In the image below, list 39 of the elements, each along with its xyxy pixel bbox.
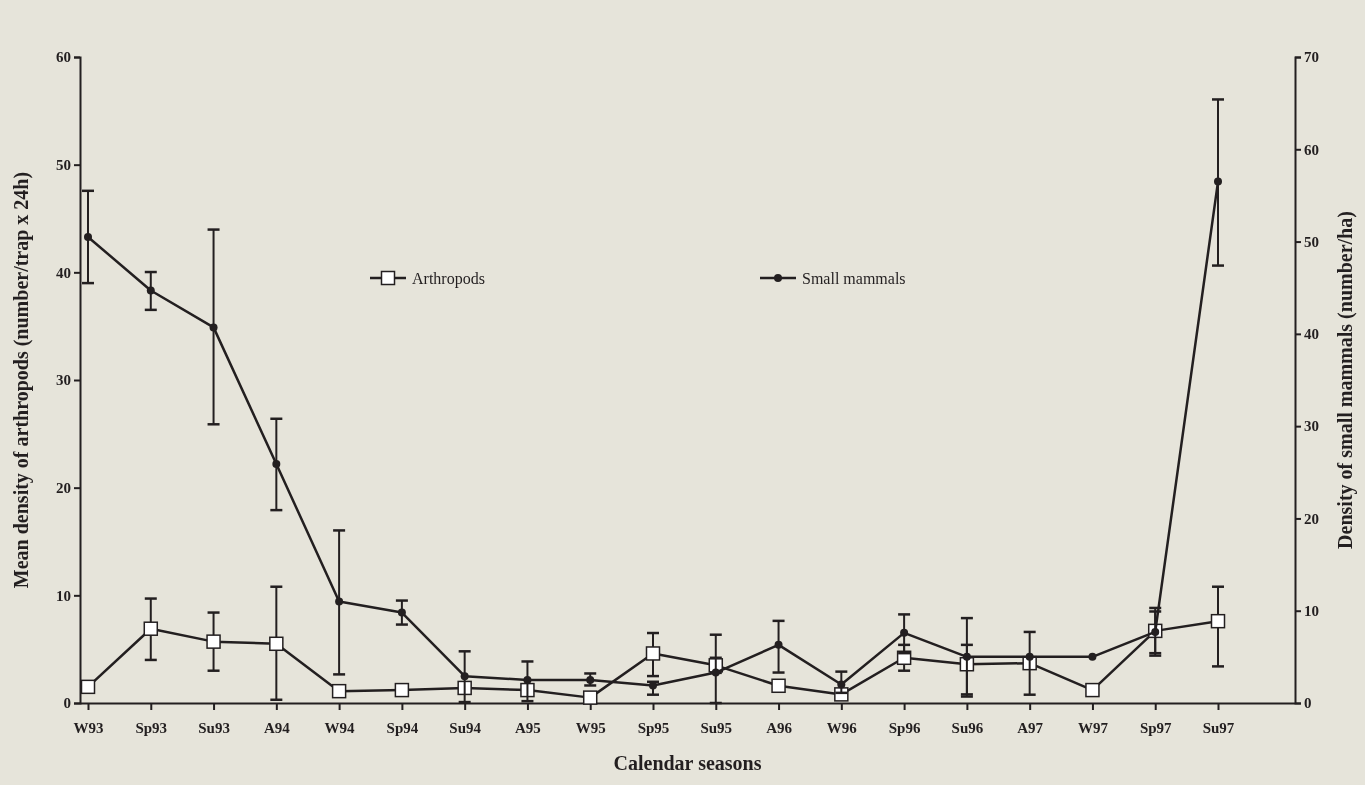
y2-tick-label: 20 (1304, 510, 1319, 527)
x-tick-label: A94 (263, 719, 291, 736)
x-tick-label: Su96 (951, 719, 984, 736)
y2-tick-label: 0 (1304, 695, 1312, 712)
y2-tick-label: 40 (1304, 326, 1319, 343)
x-tick-label: A97 (1017, 719, 1044, 736)
x-tick-label: Su93 (198, 719, 230, 736)
y-tick-label: 20 (56, 479, 71, 496)
x-tick-label: Su95 (700, 719, 733, 736)
legend-label: Arthropods (412, 269, 485, 288)
x-tick-label: W96 (826, 719, 858, 736)
y2-tick-label: 30 (1304, 418, 1319, 435)
y-tick-label: 10 (56, 587, 71, 604)
y2-axis-title: Density of small mammals (number/ha) (1334, 211, 1357, 549)
y-tick-label: 60 (56, 49, 71, 66)
y2-tick-label: 60 (1304, 141, 1319, 158)
x-tick-label: Sp97 (1139, 719, 1173, 736)
legend-label: Small mammals (802, 269, 906, 287)
y-tick-label: 0 (63, 695, 71, 712)
x-tick-label: A96 (766, 719, 793, 736)
x-tick-label: Su94 (449, 719, 482, 736)
x-tick-label: W95 (575, 719, 606, 736)
x-tick-label: Su97 (1202, 719, 1235, 736)
x-tick-label: Sp93 (135, 719, 168, 736)
y2-tick-label: 50 (1304, 233, 1319, 250)
y2-tick-label: 10 (1304, 603, 1319, 620)
x-tick-label: Sp94 (386, 719, 419, 736)
x-tick-label: Sp96 (888, 719, 921, 736)
y-axis-title: Mean density of arthropods (number/trap x 24h) (10, 171, 33, 589)
x-tick-label: W97 (1077, 719, 1109, 736)
x-axis-title: Calendar seasons (613, 752, 762, 774)
y2-tick-label: 70 (1304, 49, 1319, 66)
x-tick-label: W93 (73, 719, 104, 736)
y-tick-label: 40 (56, 264, 71, 281)
x-tick-label: W94 (324, 719, 356, 736)
x-tick-label: A95 (515, 719, 541, 736)
x-tick-label: Sp95 (637, 719, 670, 736)
y-tick-label: 30 (56, 372, 71, 389)
y-tick-label: 50 (56, 156, 71, 173)
